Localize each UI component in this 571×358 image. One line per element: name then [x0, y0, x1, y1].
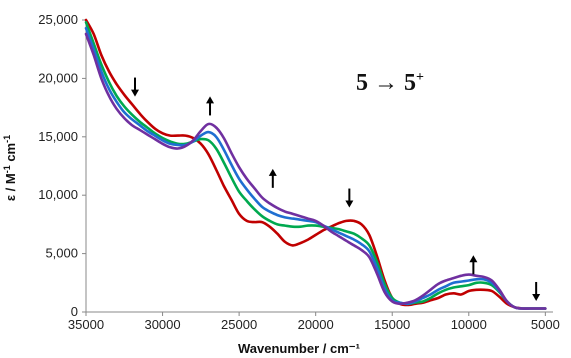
y-tick-label: 10,000 [38, 187, 78, 202]
x-tick-label: 20000 [298, 317, 334, 332]
arrow-up-5 [469, 255, 478, 275]
arrow-down-4 [345, 188, 354, 208]
x-tick-label: 30000 [144, 317, 180, 332]
arrow-up-3 [268, 168, 277, 188]
x-tick-label: 35000 [68, 317, 104, 332]
reaction-annotation: 5 → 5+ [356, 70, 424, 96]
arrow-down-1 [130, 77, 139, 97]
y-tick-label: 0 [71, 304, 78, 319]
arrow-down-6 [532, 281, 541, 301]
axes: 0 5,000 10,000 15,000 20,000 25,000 35000 30000… [38, 12, 560, 332]
series-group [84, 18, 547, 310]
series-line-1 [84, 18, 547, 310]
series-line-3 [84, 26, 547, 310]
y-tick-label: 15,000 [38, 129, 78, 144]
x-tick-label: 15000 [374, 317, 410, 332]
x-tick-label: 10000 [451, 317, 487, 332]
y-tick-label: 20,000 [38, 70, 78, 85]
y-tick-label: 25,000 [38, 12, 78, 27]
x-axis-title: Wavenumber / cm⁻¹ [238, 341, 360, 356]
y-tick-label: 5,000 [45, 246, 78, 261]
x-tick-label: 5000 [531, 317, 560, 332]
y-axis-title: ε / M-1 cm-1 [2, 135, 18, 201]
x-tick-label: 25000 [221, 317, 257, 332]
series-line-2 [84, 21, 547, 310]
series-line-4 [84, 32, 547, 310]
arrow-annotations [130, 77, 541, 301]
arrow-up-2 [206, 96, 215, 116]
